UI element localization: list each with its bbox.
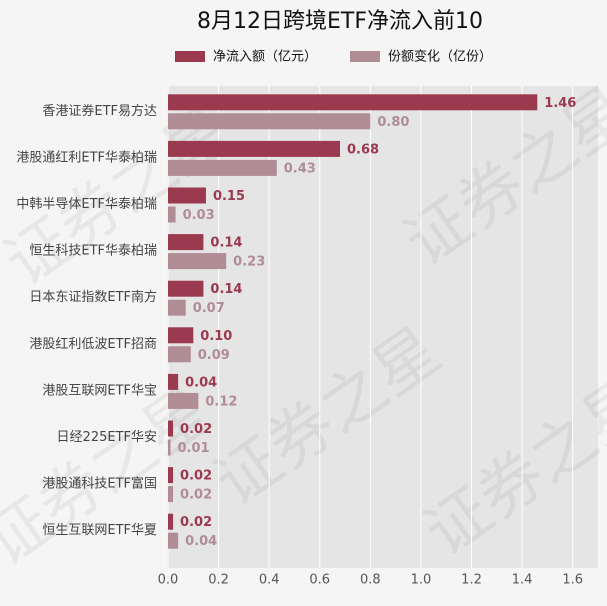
legend-label: 份额变化（亿份）	[388, 49, 492, 65]
bar	[168, 467, 174, 484]
value-label: 0.02	[180, 515, 212, 530]
bar	[168, 532, 179, 549]
bar	[168, 513, 174, 530]
y-tick-label: 恒生科技ETF华泰柏瑞	[29, 244, 157, 259]
bar	[168, 327, 194, 344]
value-label: 0.02	[180, 469, 212, 484]
bar	[168, 159, 277, 176]
legend-swatch	[350, 51, 380, 62]
x-tick-label: 1.0	[411, 573, 432, 588]
value-label: 0.02	[180, 488, 212, 503]
legend-swatch	[175, 51, 205, 62]
value-label: 0.02	[180, 422, 212, 437]
value-label: 0.80	[377, 115, 409, 130]
bar	[168, 373, 179, 390]
bar	[168, 206, 176, 223]
value-label: 0.04	[185, 375, 217, 390]
bar	[168, 346, 191, 363]
y-tick-label: 港股通红利ETF华泰柏瑞	[16, 149, 157, 165]
value-label: 0.01	[178, 441, 210, 456]
value-label: 0.14	[210, 236, 242, 251]
y-tick-label: 恒生互联网ETF华夏	[42, 523, 157, 538]
value-label: 0.43	[284, 161, 316, 176]
bar	[168, 234, 204, 251]
y-tick-label: 香港证券ETF易方达	[42, 103, 157, 119]
x-tick-label: 0.8	[360, 573, 381, 588]
value-label: 0.14	[210, 282, 242, 297]
y-tick-label: 中韩半导体ETF华泰柏瑞	[16, 197, 157, 212]
value-label: 0.68	[347, 142, 379, 157]
bar	[168, 420, 174, 437]
value-label: 1.46	[544, 96, 576, 111]
x-tick-label: 1.2	[461, 573, 482, 588]
bar	[168, 253, 227, 270]
value-label: 0.15	[213, 189, 245, 204]
value-label: 0.12	[205, 394, 237, 409]
y-tick-label: 港股红利低波ETF招商	[29, 336, 157, 352]
y-tick-label: 港股互联网ETF华宝	[42, 383, 157, 398]
x-tick-label: 0.0	[158, 573, 179, 588]
value-label: 0.07	[193, 301, 225, 316]
bar	[168, 486, 174, 503]
value-label: 0.04	[185, 534, 217, 549]
bar	[168, 280, 204, 297]
value-label: 0.23	[233, 255, 265, 270]
bar	[168, 113, 371, 130]
x-tick-label: 0.6	[309, 573, 330, 588]
y-tick-label: 日经225ETF华安	[57, 430, 157, 445]
y-tick-label: 港股通科技ETF富国	[42, 476, 157, 492]
bar	[168, 439, 171, 456]
bar	[168, 299, 186, 316]
value-label: 0.03	[183, 208, 215, 223]
bar	[168, 392, 199, 409]
legend-label: 净流入额（亿元）	[213, 50, 317, 65]
x-tick-label: 0.4	[259, 573, 280, 588]
chart-title: 8月12日跨境ETF净流入前10	[197, 9, 483, 34]
bar	[168, 140, 340, 157]
x-tick-label: 1.4	[512, 573, 533, 588]
bar	[168, 94, 538, 111]
x-tick-label: 0.2	[208, 573, 229, 588]
value-label: 0.10	[200, 329, 232, 344]
value-label: 0.09	[198, 348, 230, 363]
bar	[168, 187, 206, 204]
x-tick-label: 1.6	[562, 573, 583, 588]
y-tick-label: 日本东证指数ETF南方	[29, 289, 157, 305]
